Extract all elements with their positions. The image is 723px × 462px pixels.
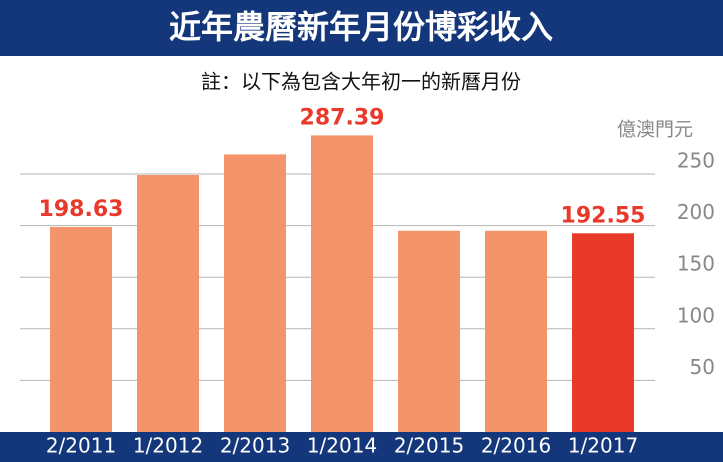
- x-tick-label: 2/2013: [220, 434, 290, 458]
- bar: [311, 135, 373, 432]
- data-label: 198.63: [39, 197, 124, 222]
- y-tick-label: 250: [677, 149, 715, 173]
- y-tick-label: 150: [677, 252, 715, 276]
- y-tick-label: 200: [677, 200, 715, 224]
- y-tick-label: 50: [690, 355, 715, 379]
- x-tick-label: 2/2015: [394, 434, 464, 458]
- y-axis-label: 億澳門元: [617, 119, 693, 141]
- chart-title: 近年農曆新年月份博彩收入: [169, 8, 553, 46]
- bar: [224, 154, 286, 432]
- bar: [137, 175, 199, 433]
- x-tick-label: 2/2016: [481, 434, 551, 458]
- data-label: 287.39: [300, 105, 385, 130]
- title-band: [0, 0, 723, 56]
- x-tick-label: 1/2012: [133, 434, 203, 458]
- chart-subtitle: 註：以下為包含大年初一的新曆月份: [201, 70, 521, 94]
- bar: [398, 230, 460, 432]
- x-tick-label: 1/2017: [568, 434, 638, 458]
- bar: [572, 233, 634, 432]
- x-tick-label: 2/2011: [46, 434, 116, 458]
- y-tick-label: 100: [677, 303, 715, 327]
- x-tick-label: 1/2014: [307, 434, 377, 458]
- data-label: 192.55: [561, 203, 646, 228]
- bar: [50, 227, 112, 432]
- x-axis-band: [0, 432, 723, 462]
- bar: [485, 230, 547, 432]
